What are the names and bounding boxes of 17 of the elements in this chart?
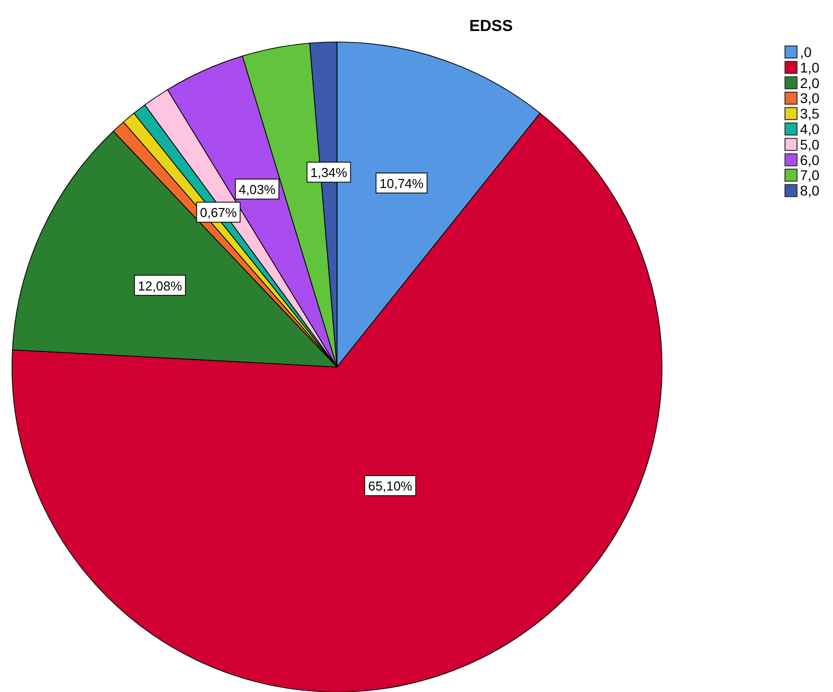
legend-label: 7,0 xyxy=(800,167,820,184)
legend-label: 8,0 xyxy=(800,182,820,199)
legend-label: ,0 xyxy=(800,44,812,60)
legend-label: 5,0 xyxy=(800,136,820,152)
data-label: 1,34% xyxy=(310,165,348,180)
legend-label: 6,0 xyxy=(800,152,820,168)
data-label: 10,74% xyxy=(380,176,424,191)
legend-label: 4,0 xyxy=(800,121,820,137)
legend-label: 1,0 xyxy=(800,59,820,76)
legend-label: 3,5 xyxy=(800,106,820,122)
data-label: 12,08% xyxy=(138,278,182,294)
chart-title: EDSS xyxy=(469,18,514,35)
legend-label: 3,0 xyxy=(800,90,820,106)
legend-label: 2,0 xyxy=(800,74,820,91)
data-label: 4,03% xyxy=(238,182,276,198)
data-label: 0,67% xyxy=(200,205,238,220)
data-label: 65,10% xyxy=(368,478,413,494)
